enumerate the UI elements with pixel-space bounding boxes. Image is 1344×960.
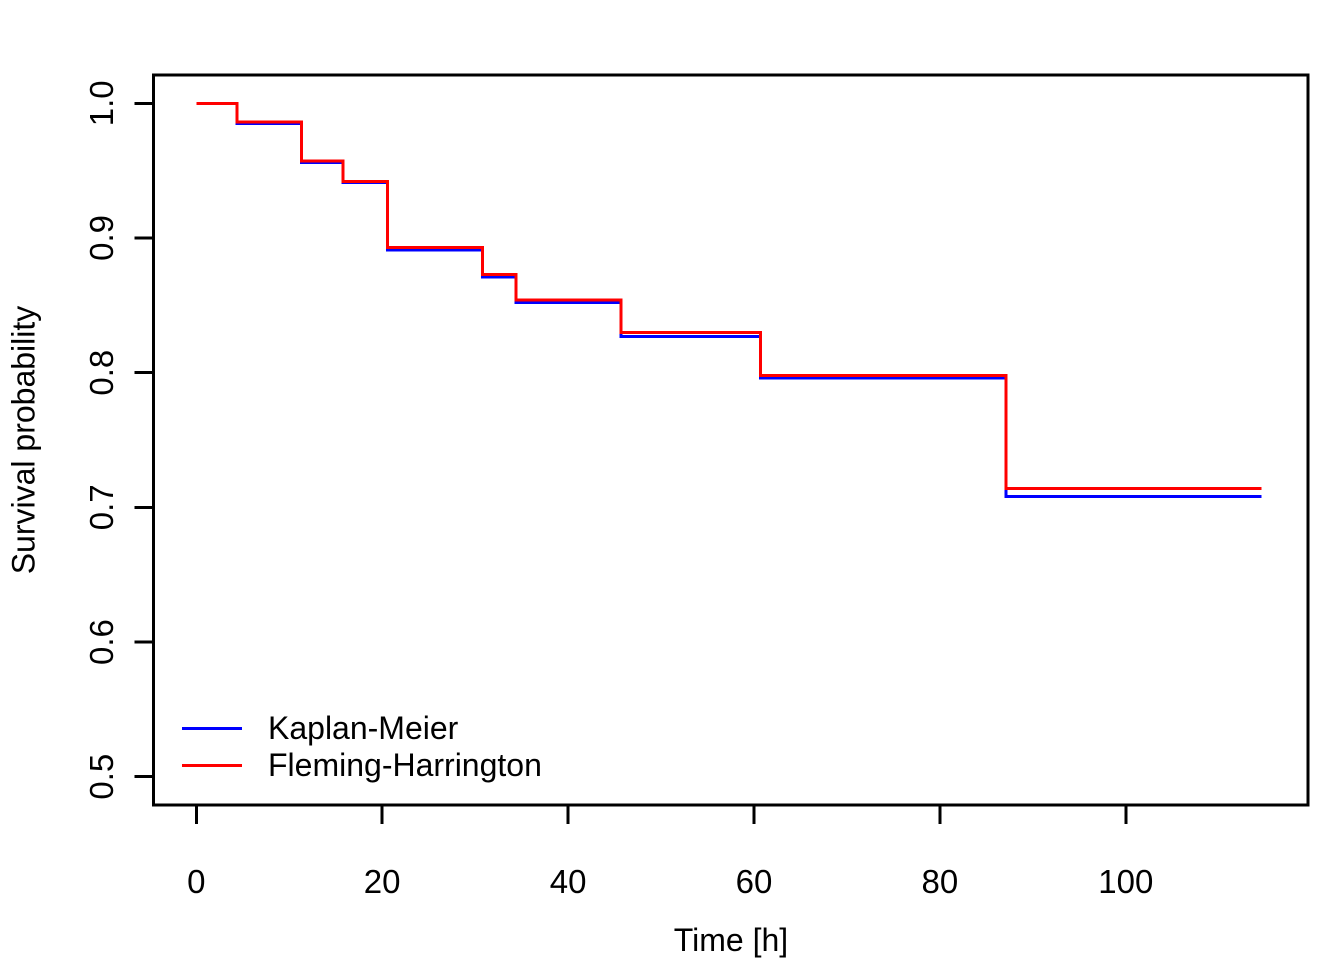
legend-line-fleming-harrington — [182, 764, 242, 767]
y-axis-tick-label: 0.7 — [83, 484, 120, 530]
curve-fleming-harrington — [196, 101, 1262, 490]
legend-line-kaplan-meier — [182, 727, 242, 730]
x-axis-title: Time [h] — [673, 922, 789, 958]
legend: Kaplan-Meier Fleming-Harrington — [182, 710, 542, 784]
y-axis-tick-label: 0.9 — [83, 215, 120, 261]
x-axis-tick-label: 40 — [550, 863, 587, 900]
x-axis-tick-label: 0 — [187, 863, 205, 900]
y-axis-tick-label: 0.6 — [83, 619, 120, 665]
x-axis-tick-label: 20 — [364, 863, 401, 900]
curve-kaplan-meier — [196, 101, 1262, 499]
x-axis-tick-label: 100 — [1098, 863, 1153, 900]
y-axis-tick-label: 0.8 — [83, 350, 120, 396]
legend-item-fleming-harrington: Fleming-Harrington — [182, 747, 542, 784]
x-axis-tick-label: 80 — [922, 863, 959, 900]
legend-label-fleming-harrington: Fleming-Harrington — [268, 747, 542, 783]
legend-label-kaplan-meier: Kaplan-Meier — [268, 710, 459, 746]
x-axis-tick-label: 60 — [736, 863, 773, 900]
y-axis-tick-label: 1.0 — [83, 80, 120, 126]
legend-item-kaplan-meier: Kaplan-Meier — [182, 710, 542, 747]
y-axis-tick-label: 0.5 — [83, 754, 120, 800]
y-axis-title: Survival probability — [5, 305, 42, 575]
plot-box — [152, 73, 1310, 807]
